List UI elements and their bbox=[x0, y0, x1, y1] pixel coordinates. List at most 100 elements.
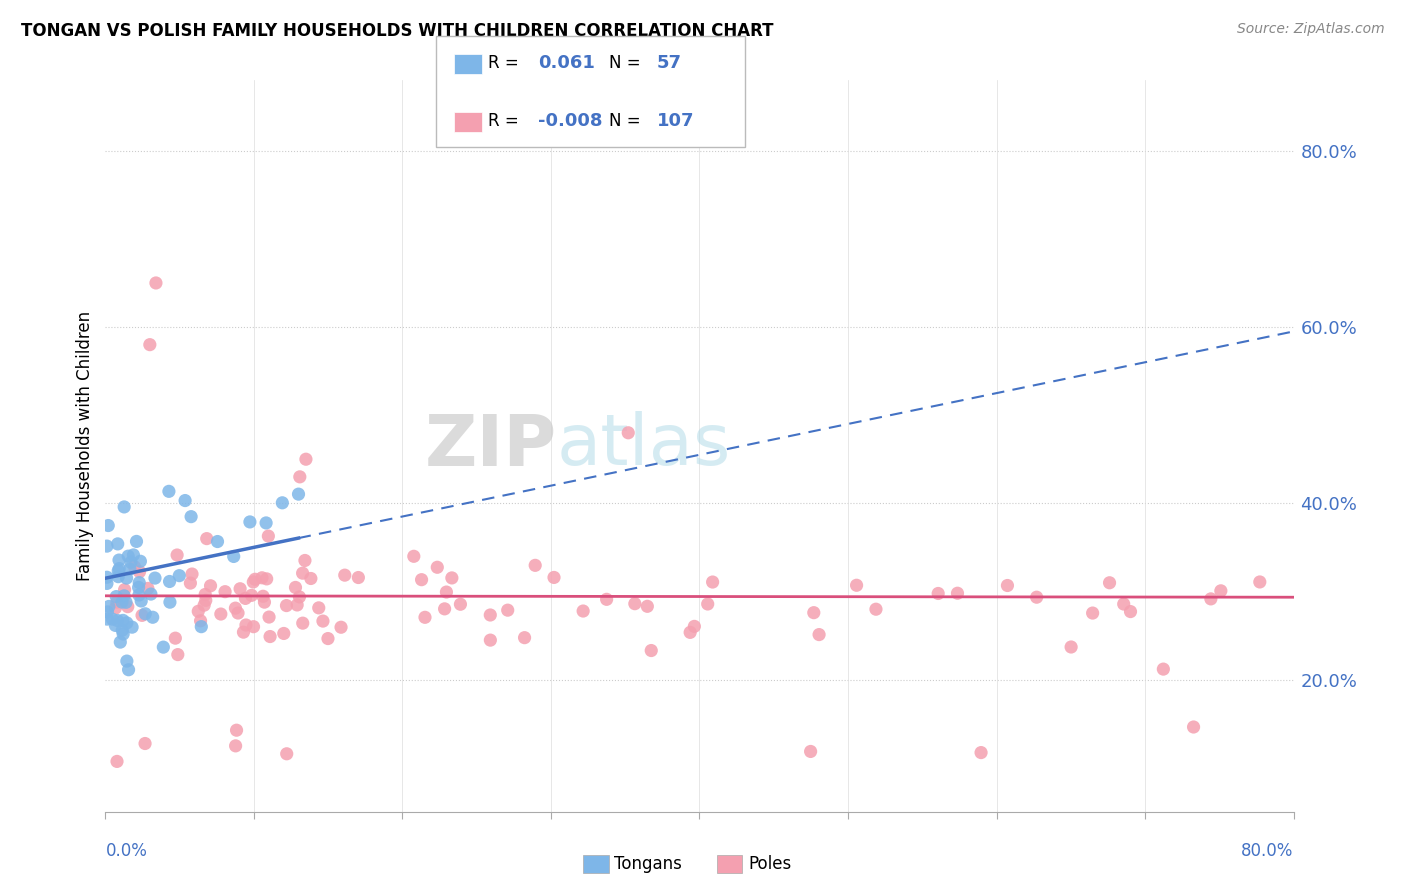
Point bbox=[166, 648, 188, 662]
Point bbox=[1025, 591, 1047, 605]
Point bbox=[169, 568, 191, 582]
Point bbox=[181, 567, 204, 582]
Point bbox=[104, 601, 127, 615]
Point bbox=[276, 599, 298, 613]
Point bbox=[152, 640, 174, 654]
Point bbox=[128, 588, 150, 602]
Point bbox=[122, 548, 145, 562]
Point bbox=[413, 610, 436, 624]
Point bbox=[242, 574, 264, 589]
Point bbox=[1119, 605, 1142, 619]
Point bbox=[316, 632, 339, 646]
Text: N =: N = bbox=[609, 54, 640, 72]
Point bbox=[402, 549, 425, 564]
Point bbox=[927, 586, 949, 600]
Point bbox=[179, 576, 201, 591]
Point bbox=[291, 616, 314, 631]
Point bbox=[128, 565, 150, 579]
Point bbox=[1182, 720, 1205, 734]
Point bbox=[808, 627, 831, 641]
Text: ZIP: ZIP bbox=[425, 411, 557, 481]
Text: Poles: Poles bbox=[748, 855, 792, 873]
Point bbox=[291, 566, 314, 581]
Point bbox=[308, 600, 330, 615]
Point bbox=[347, 570, 370, 584]
Point bbox=[180, 509, 202, 524]
Point bbox=[1209, 583, 1232, 598]
Point bbox=[121, 620, 143, 634]
Point bbox=[124, 559, 146, 574]
Point bbox=[108, 553, 131, 567]
Point bbox=[232, 625, 254, 640]
Point bbox=[946, 586, 969, 600]
Point bbox=[294, 553, 316, 567]
Point bbox=[187, 604, 209, 618]
Point bbox=[257, 529, 280, 543]
Point bbox=[479, 607, 502, 622]
Point bbox=[330, 620, 353, 634]
Point bbox=[101, 612, 124, 626]
Point bbox=[111, 595, 134, 609]
Y-axis label: Family Households with Children: Family Households with Children bbox=[76, 311, 94, 581]
Point bbox=[312, 614, 335, 628]
Point bbox=[117, 663, 139, 677]
Point bbox=[104, 618, 127, 632]
Point bbox=[159, 574, 181, 589]
Point bbox=[118, 562, 141, 576]
Point bbox=[433, 602, 456, 616]
Point bbox=[273, 626, 295, 640]
Point bbox=[97, 599, 120, 614]
Point bbox=[696, 597, 718, 611]
Point bbox=[117, 599, 139, 614]
Point bbox=[142, 610, 165, 624]
Point bbox=[250, 571, 273, 585]
Point bbox=[207, 534, 229, 549]
Point bbox=[636, 599, 658, 614]
Point bbox=[411, 573, 433, 587]
Point bbox=[115, 615, 138, 630]
Point bbox=[253, 595, 276, 609]
Text: 0.0%: 0.0% bbox=[105, 842, 148, 860]
Point bbox=[114, 582, 136, 597]
Point bbox=[333, 568, 356, 582]
Point bbox=[143, 571, 166, 585]
Text: N =: N = bbox=[609, 112, 640, 130]
Point bbox=[129, 554, 152, 568]
Point bbox=[125, 534, 148, 549]
Point bbox=[129, 594, 152, 608]
Point bbox=[166, 548, 188, 562]
Point bbox=[105, 614, 128, 628]
Point bbox=[190, 620, 212, 634]
Point bbox=[225, 739, 247, 753]
Point bbox=[240, 588, 263, 602]
Point bbox=[165, 631, 187, 645]
Point bbox=[1152, 662, 1174, 676]
Point bbox=[139, 337, 162, 351]
Point bbox=[1199, 591, 1222, 606]
Point bbox=[108, 561, 131, 575]
Point bbox=[115, 571, 138, 585]
Point bbox=[105, 590, 128, 604]
Point bbox=[224, 601, 246, 615]
Point bbox=[128, 575, 150, 590]
Point bbox=[970, 746, 993, 760]
Point bbox=[617, 425, 640, 440]
Text: R =: R = bbox=[488, 112, 519, 130]
Point bbox=[1112, 597, 1135, 611]
Point bbox=[107, 537, 129, 551]
Text: 57: 57 bbox=[657, 54, 682, 72]
Point bbox=[96, 576, 118, 591]
Point bbox=[254, 516, 277, 530]
Point bbox=[111, 613, 134, 627]
Point bbox=[479, 633, 502, 648]
Point bbox=[1081, 606, 1104, 620]
Point bbox=[865, 602, 887, 616]
Point bbox=[105, 755, 128, 769]
Point bbox=[624, 597, 647, 611]
Point bbox=[426, 560, 449, 574]
Point bbox=[190, 614, 212, 628]
Point bbox=[1060, 640, 1083, 654]
Text: 0.061: 0.061 bbox=[538, 54, 595, 72]
Point bbox=[96, 605, 118, 619]
Point bbox=[287, 487, 309, 501]
